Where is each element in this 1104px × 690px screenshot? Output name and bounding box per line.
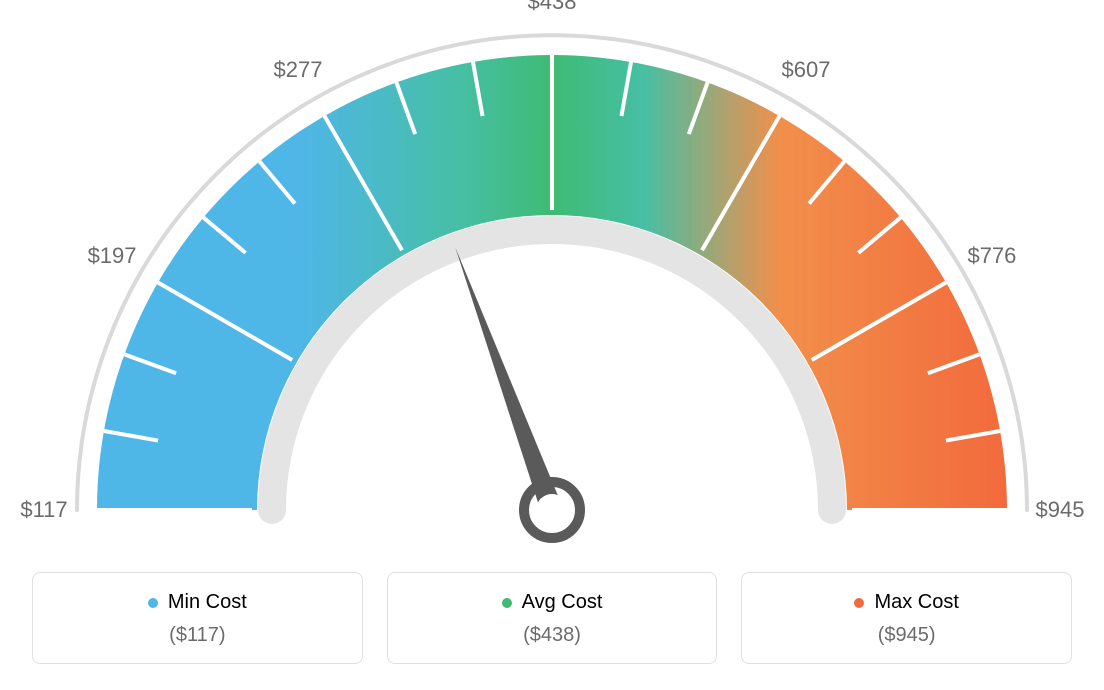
- legend-value-min: ($117): [33, 624, 362, 647]
- legend-dot-max: [854, 598, 864, 608]
- gauge-tick-label: $117: [20, 497, 67, 523]
- legend-dot-avg: [502, 598, 512, 608]
- legend-title-avg: Avg Cost: [502, 591, 603, 614]
- gauge-tick-label: $197: [88, 243, 137, 269]
- legend-row: Min Cost ($117) Avg Cost ($438) Max Cost…: [0, 572, 1104, 664]
- legend-value-avg: ($438): [388, 624, 717, 647]
- legend-card-max: Max Cost ($945): [741, 572, 1072, 664]
- gauge-tick-label: $607: [782, 57, 831, 83]
- legend-dot-min: [148, 598, 158, 608]
- gauge-svg: [0, 0, 1104, 560]
- legend-title-text-avg: Avg Cost: [522, 591, 603, 614]
- legend-title-max: Max Cost: [854, 591, 958, 614]
- gauge-container: $117 $197 $277 $438 $607 $776 $945: [0, 0, 1104, 560]
- gauge-tick-label: $945: [1036, 497, 1085, 523]
- legend-title-text-min: Min Cost: [168, 591, 247, 614]
- gauge-tick-label: $438: [528, 0, 577, 15]
- gauge-tick-label: $776: [967, 243, 1016, 269]
- legend-title-text-max: Max Cost: [874, 591, 958, 614]
- legend-card-min: Min Cost ($117): [32, 572, 363, 664]
- legend-value-max: ($945): [742, 624, 1071, 647]
- gauge-tick-label: $277: [274, 57, 323, 83]
- legend-card-avg: Avg Cost ($438): [387, 572, 718, 664]
- legend-title-min: Min Cost: [148, 591, 247, 614]
